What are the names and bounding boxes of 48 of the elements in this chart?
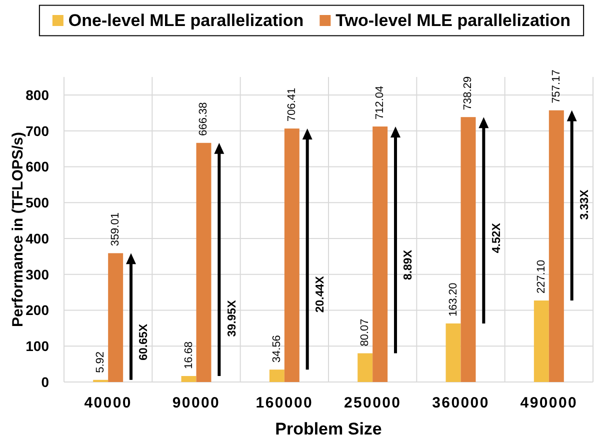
- y-tick-label: 300: [26, 266, 50, 282]
- annotation: 39.95X: [226, 300, 238, 337]
- bar: [284, 128, 300, 382]
- data-label: 16.68: [182, 341, 195, 370]
- y-tick-label: 600: [26, 158, 50, 175]
- bar: [108, 253, 124, 382]
- bar: [358, 353, 373, 382]
- x-tick-label: 90000: [172, 394, 220, 412]
- data-label: 738.29: [462, 76, 474, 110]
- y-tick-label: 200: [26, 302, 50, 318]
- bar: [446, 323, 461, 382]
- y-tick-label: 500: [26, 194, 50, 211]
- data-label: 163.20: [447, 282, 460, 316]
- bar: [548, 110, 564, 382]
- x-tick-label: 250000: [344, 394, 402, 412]
- y-tick-label: 800: [26, 86, 50, 103]
- x-tick-label: 160000: [256, 394, 314, 412]
- bar: [196, 142, 212, 382]
- x-tick-label: 490000: [520, 394, 578, 412]
- annotation: 20.44X: [314, 276, 327, 313]
- x-axis-title: Problem Size: [275, 420, 382, 438]
- x-tick-label: 360000: [432, 394, 490, 412]
- y-tick-label: 0: [41, 374, 50, 390]
- annotation: 4.52X: [490, 222, 503, 254]
- bar: [181, 376, 196, 382]
- data-label: 227.10: [535, 260, 548, 294]
- data-label: 757.17: [550, 70, 562, 104]
- data-label: 666.38: [198, 102, 210, 136]
- x-tick-label: 40000: [84, 394, 132, 412]
- data-label: 5.92: [94, 351, 107, 373]
- y-axis-title: Performance in (TFLOPS/s): [10, 132, 26, 328]
- annotation: 8.89X: [402, 250, 415, 280]
- y-tick-label: 100: [26, 338, 50, 354]
- annotation: 60.65X: [138, 324, 150, 360]
- bar: [269, 370, 284, 382]
- data-label: 80.07: [359, 318, 372, 346]
- bar: [534, 300, 549, 382]
- data-label: 34.56: [270, 335, 283, 363]
- legend-label: One-level MLE parallelization: [68, 11, 304, 30]
- y-tick-label: 400: [26, 230, 50, 246]
- data-label: 712.04: [374, 86, 386, 120]
- data-label: 359.01: [110, 212, 122, 246]
- data-label: 706.41: [286, 88, 298, 122]
- annotation: 3.33X: [579, 189, 592, 220]
- y-tick-label: 700: [26, 122, 50, 139]
- legend-label: Two-level MLE parallelization: [336, 11, 571, 30]
- bar: [460, 117, 476, 382]
- bar: [372, 126, 388, 382]
